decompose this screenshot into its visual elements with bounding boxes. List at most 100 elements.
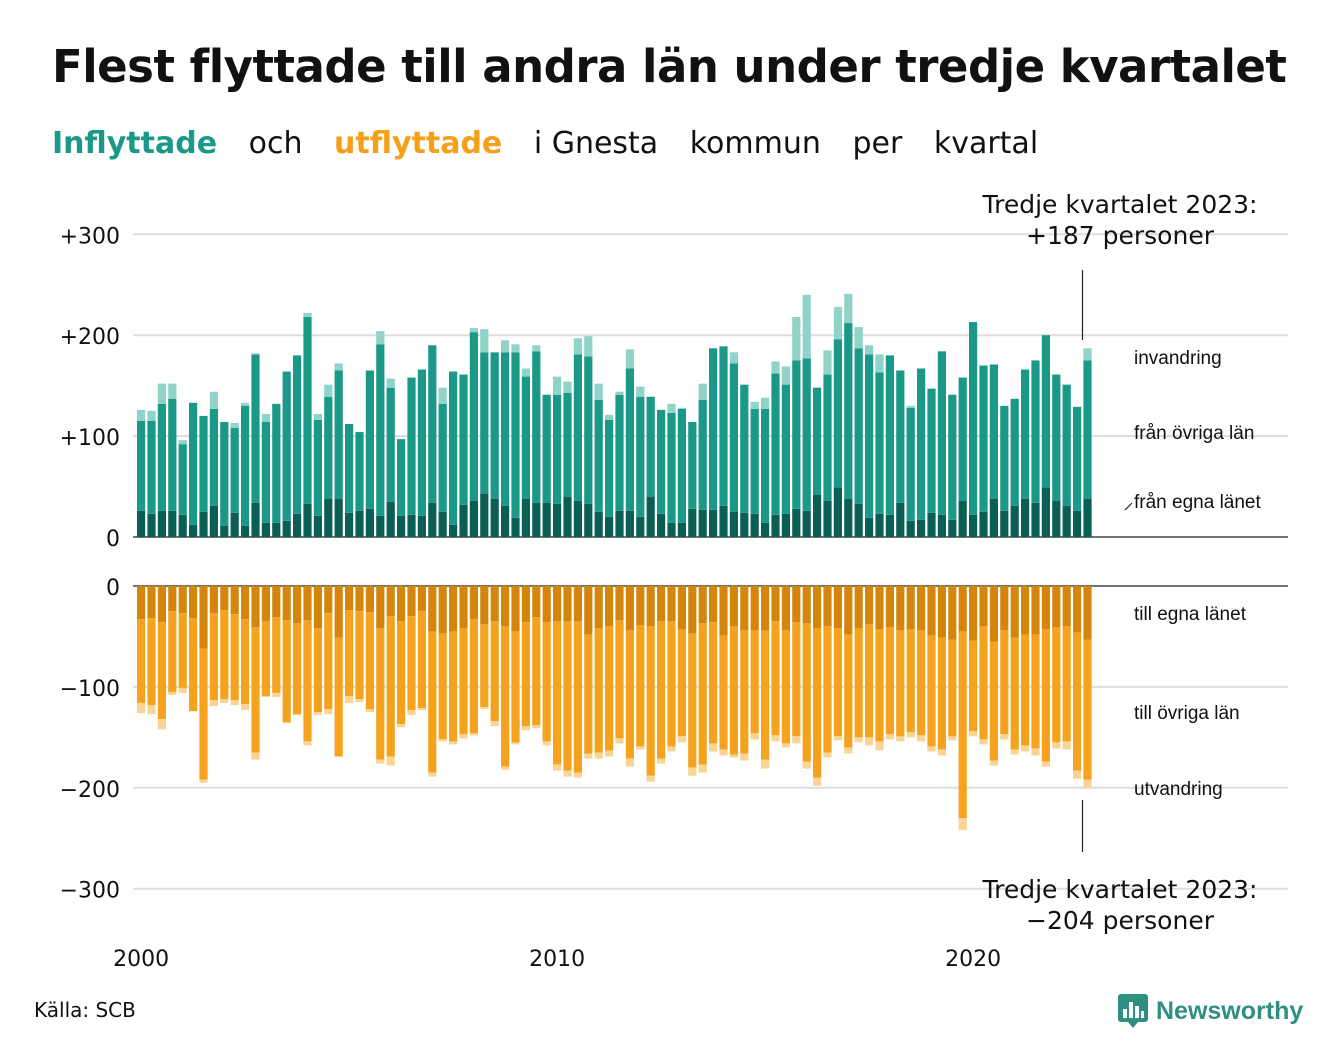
bar-fran-ovriga-lan	[542, 394, 551, 503]
bar-fran-ovriga-lan	[220, 421, 229, 526]
bar-invandring	[771, 361, 780, 374]
bar-fran-ovriga-lan	[1073, 406, 1082, 511]
bar-utvandring	[813, 777, 822, 786]
bar-till-ovriga-lan	[1041, 629, 1050, 762]
bar-fran-ovriga-lan	[833, 339, 842, 488]
bar-invandring	[469, 328, 478, 333]
bar-utvandring	[209, 700, 218, 707]
bar-till-ovriga-lan	[937, 637, 946, 750]
bar-invandring	[376, 331, 385, 345]
bar-till-egna-lanet	[417, 586, 426, 612]
bar-till-egna-lanet	[157, 586, 166, 623]
bar-utvandring	[501, 766, 510, 770]
bar-till-ovriga-lan	[251, 627, 260, 753]
bar-fran-ovriga-lan	[917, 368, 926, 520]
bar-fran-egna-lanet	[792, 508, 801, 537]
bar-till-ovriga-lan	[199, 648, 208, 780]
bar-invandring	[594, 383, 603, 400]
bar-fran-egna-lanet	[251, 502, 260, 537]
y-tick-label-top: +100	[60, 426, 120, 451]
bar-fran-ovriga-lan	[241, 405, 250, 526]
bar-utvandring	[667, 746, 676, 752]
bar-till-ovriga-lan	[178, 613, 187, 688]
bar-till-ovriga-lan	[667, 621, 676, 747]
series-label-fran-egna-leader	[1124, 502, 1133, 511]
bar-till-egna-lanet	[917, 586, 926, 631]
bar-fran-egna-lanet	[750, 513, 759, 537]
bar-till-egna-lanet	[168, 586, 177, 612]
bar-utvandring	[854, 737, 863, 743]
bar-till-ovriga-lan	[324, 613, 333, 710]
bar-till-egna-lanet	[709, 586, 718, 623]
bar-fran-ovriga-lan	[865, 354, 874, 518]
bar-fran-egna-lanet	[365, 508, 374, 537]
bar-fran-ovriga-lan	[449, 371, 458, 525]
bar-till-egna-lanet	[355, 586, 364, 612]
bar-fran-egna-lanet	[979, 511, 988, 537]
bar-till-ovriga-lan	[428, 631, 437, 773]
bar-fran-egna-lanet	[501, 505, 510, 537]
bar-till-ovriga-lan	[511, 631, 520, 743]
bar-till-egna-lanet	[698, 586, 707, 624]
bar-fran-egna-lanet	[376, 515, 385, 537]
bar-fran-egna-lanet	[605, 516, 614, 537]
bar-fran-ovriga-lan	[781, 384, 790, 514]
bar-utvandring	[251, 752, 260, 760]
bar-fran-egna-lanet	[740, 512, 749, 537]
bar-till-egna-lanet	[334, 586, 343, 638]
bar-utvandring	[750, 733, 759, 740]
bar-till-ovriga-lan	[792, 622, 801, 737]
bar-till-ovriga-lan	[750, 630, 759, 734]
bar-utvandring	[657, 758, 666, 764]
bar-utvandring	[989, 760, 998, 766]
bar-invandring	[137, 409, 146, 421]
bar-till-ovriga-lan	[501, 626, 510, 767]
bar-fran-egna-lanet	[584, 503, 593, 537]
bar-utvandring	[563, 770, 572, 777]
bar-till-egna-lanet	[345, 586, 354, 611]
bar-fran-ovriga-lan	[480, 352, 489, 494]
bar-till-egna-lanet	[449, 586, 458, 632]
bar-till-egna-lanet	[282, 586, 291, 621]
bar-utvandring	[542, 741, 551, 746]
bar-till-ovriga-lan	[282, 620, 291, 723]
bar-till-ovriga-lan	[563, 621, 572, 771]
bar-till-ovriga-lan	[303, 620, 312, 742]
bar-fran-egna-lanet	[178, 514, 187, 537]
bar-utvandring	[428, 772, 437, 777]
annotation-top-line2: +187 personer	[1026, 221, 1215, 250]
bar-fran-egna-lanet	[355, 510, 364, 537]
bar-utvandring	[168, 691, 177, 695]
chart-subtitle: Inflyttade och utflyttade i Gnesta kommu…	[52, 126, 1060, 161]
bar-utvandring	[293, 714, 302, 716]
bar-fran-ovriga-lan	[178, 444, 187, 515]
y-tick-label-top: +300	[60, 224, 120, 249]
bar-fran-ovriga-lan	[573, 354, 582, 501]
annotation-bottom-line1: Tredje kvartalet 2023:	[982, 875, 1258, 904]
bar-invandring	[636, 386, 645, 397]
bar-till-egna-lanet	[1052, 586, 1061, 628]
bar-utvandring	[761, 759, 770, 769]
bar-invandring	[251, 353, 260, 355]
bar-fran-ovriga-lan	[365, 370, 374, 509]
bar-fran-ovriga-lan	[407, 377, 416, 515]
bar-fran-ovriga-lan	[272, 403, 281, 523]
bar-fran-ovriga-lan	[854, 348, 863, 504]
bar-invandring	[303, 313, 312, 318]
bar-fran-egna-lanet	[906, 520, 915, 537]
bar-till-egna-lanet	[937, 586, 946, 638]
subtitle-och: och	[248, 126, 303, 161]
bar-fran-ovriga-lan	[428, 345, 437, 503]
bar-till-egna-lanet	[459, 586, 468, 629]
bar-till-egna-lanet	[833, 586, 842, 629]
bar-till-egna-lanet	[480, 586, 489, 625]
bar-fran-egna-lanet	[854, 503, 863, 537]
bar-till-egna-lanet	[781, 586, 790, 631]
bar-till-ovriga-lan	[1062, 626, 1071, 742]
bar-till-egna-lanet	[1041, 586, 1050, 630]
bar-fran-egna-lanet	[698, 509, 707, 537]
bar-till-ovriga-lan	[771, 621, 780, 736]
bar-till-egna-lanet	[823, 586, 832, 627]
bar-fran-ovriga-lan	[386, 387, 395, 502]
bar-till-ovriga-lan	[875, 629, 884, 742]
